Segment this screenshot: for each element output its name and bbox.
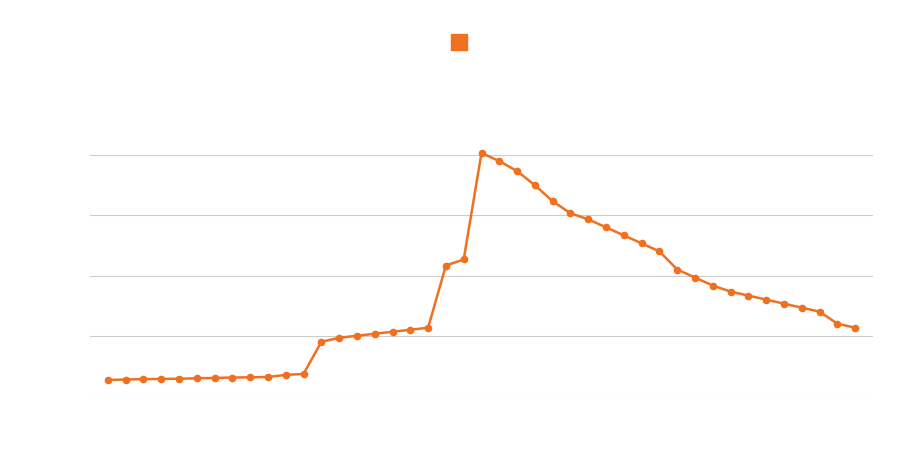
価格	[369, 331, 380, 337]
価格	[263, 374, 274, 380]
価格	[583, 216, 594, 222]
価格	[600, 225, 611, 230]
価格	[832, 321, 842, 326]
価格	[174, 376, 184, 382]
価格	[814, 309, 825, 315]
価格	[743, 293, 754, 298]
価格	[494, 158, 505, 164]
価格	[565, 211, 576, 216]
価格	[440, 263, 451, 268]
価格	[405, 327, 416, 333]
価格	[707, 283, 718, 288]
価格	[334, 335, 345, 341]
価格	[352, 333, 363, 338]
価格	[227, 375, 238, 380]
価格	[192, 376, 202, 381]
価格	[298, 371, 309, 377]
Line: 価格: 価格	[104, 150, 859, 383]
価格	[725, 289, 736, 294]
価格	[796, 305, 807, 310]
価格	[778, 301, 789, 306]
価格	[156, 376, 166, 382]
価格	[458, 257, 469, 262]
価格	[547, 198, 558, 204]
価格	[476, 150, 487, 156]
価格	[209, 375, 220, 381]
価格	[245, 375, 256, 380]
価格	[850, 325, 860, 330]
価格	[529, 183, 540, 188]
価格	[512, 168, 523, 174]
価格	[760, 297, 771, 302]
価格	[423, 325, 434, 330]
価格	[636, 241, 647, 246]
価格	[103, 377, 113, 382]
価格	[316, 339, 327, 345]
価格	[121, 377, 131, 382]
価格	[387, 329, 398, 334]
価格	[618, 233, 629, 238]
価格	[689, 275, 700, 280]
価格	[671, 267, 682, 272]
Legend: 価格: 価格	[450, 34, 513, 50]
価格	[654, 249, 665, 254]
価格	[281, 372, 292, 378]
価格	[138, 377, 148, 382]
